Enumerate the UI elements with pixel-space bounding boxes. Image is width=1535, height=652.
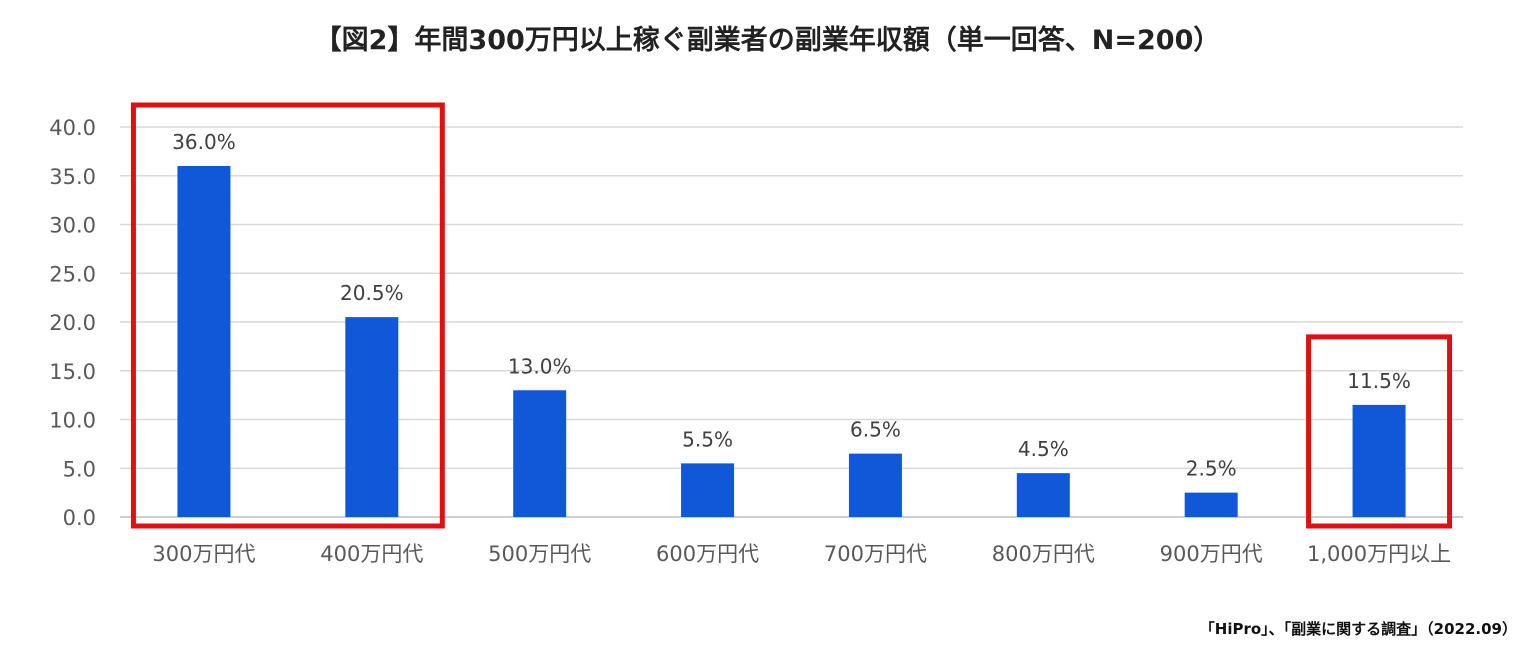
- data-label: 13.0%: [508, 354, 572, 378]
- bar: [1184, 492, 1238, 517]
- x-tick-label: 400万円代: [320, 542, 423, 566]
- source-note: 「HiPro」、「副業に関する調査」（2022.09）: [1199, 620, 1517, 638]
- bar: [177, 166, 231, 517]
- y-tick-label: 15.0: [49, 360, 96, 384]
- chart-title: 【図2】年間300万円以上稼ぐ副業者の副業年収額（単一回答、N=200）: [314, 25, 1221, 56]
- y-tick-label: 25.0: [49, 262, 96, 286]
- bar: [1016, 473, 1070, 517]
- data-label: 5.5%: [682, 427, 733, 451]
- y-tick-label: 5.0: [63, 457, 96, 481]
- y-tick-label: 35.0: [49, 165, 96, 189]
- y-axis-ticks: 0.0 5.0 10.0 15.0 20.0 25.0 30.0 35.0 40.0: [49, 116, 96, 530]
- y-tick-label: 20.0: [49, 311, 96, 335]
- y-tick-label: 0.0: [63, 506, 96, 530]
- x-tick-label: 800万円代: [992, 542, 1095, 566]
- y-tick-label: 40.0: [49, 116, 96, 140]
- bar: [1352, 404, 1406, 517]
- x-tick-label: 700万円代: [824, 542, 927, 566]
- x-tick-label: 1,000万円以上: [1307, 542, 1451, 566]
- x-axis-ticks: 300万円代 400万円代 500万円代 600万円代 700万円代 800万円代 900万…: [152, 542, 1451, 566]
- y-tick-label: 10.0: [49, 409, 96, 433]
- data-label: 36.0%: [172, 130, 236, 154]
- x-tick-label: 600万円代: [656, 542, 759, 566]
- grid-lines: [120, 126, 1463, 518]
- x-tick-label: 900万円代: [1160, 542, 1263, 566]
- bar: [345, 317, 399, 517]
- y-tick-label: 30.0: [49, 214, 96, 238]
- bar: [848, 453, 902, 517]
- highlight-box: [1306, 334, 1453, 529]
- x-tick-label: 500万円代: [488, 542, 591, 566]
- data-label: 20.5%: [340, 281, 404, 305]
- highlight-box: [130, 102, 445, 529]
- bar: [513, 390, 567, 517]
- x-tick-label: 300万円代: [152, 542, 255, 566]
- data-label: 11.5%: [1347, 369, 1411, 393]
- data-labels: 36.0% 20.5% 13.0% 5.5% 6.5% 4.5% 2.5% 11.5%: [172, 130, 1411, 481]
- data-label: 6.5%: [850, 418, 901, 442]
- bars: [177, 166, 1406, 517]
- data-label: 4.5%: [1018, 437, 1069, 461]
- bar: [681, 463, 735, 517]
- data-label: 2.5%: [1186, 457, 1237, 481]
- highlight-boxes: [130, 102, 1453, 529]
